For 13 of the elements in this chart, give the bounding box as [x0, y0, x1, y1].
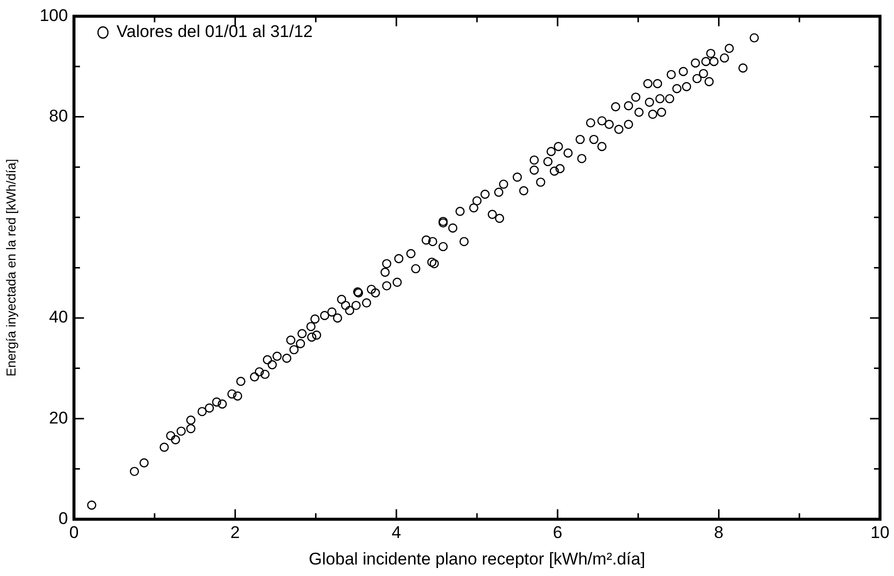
x-tick-label: 4 [392, 523, 402, 542]
y-tick-label: 40 [49, 308, 68, 327]
x-tick-label: 10 [870, 523, 890, 542]
x-tick-label: 2 [230, 523, 240, 542]
legend-label: Valores del 01/01 al 31/12 [116, 22, 313, 42]
y-axis-title: Energía inyectada en la red [kWh/día] [3, 158, 18, 376]
y-tick-label: 0 [58, 508, 68, 528]
x-axis-title: Global incidente plano receptor [kWh/m².día] [308, 549, 646, 568]
y-tick-label: 20 [49, 408, 68, 428]
y-tick-label: 80 [49, 106, 68, 126]
y-tick-label: 100 [40, 6, 68, 25]
x-tick-label: 8 [714, 523, 724, 542]
x-tick-label: 6 [552, 523, 562, 542]
